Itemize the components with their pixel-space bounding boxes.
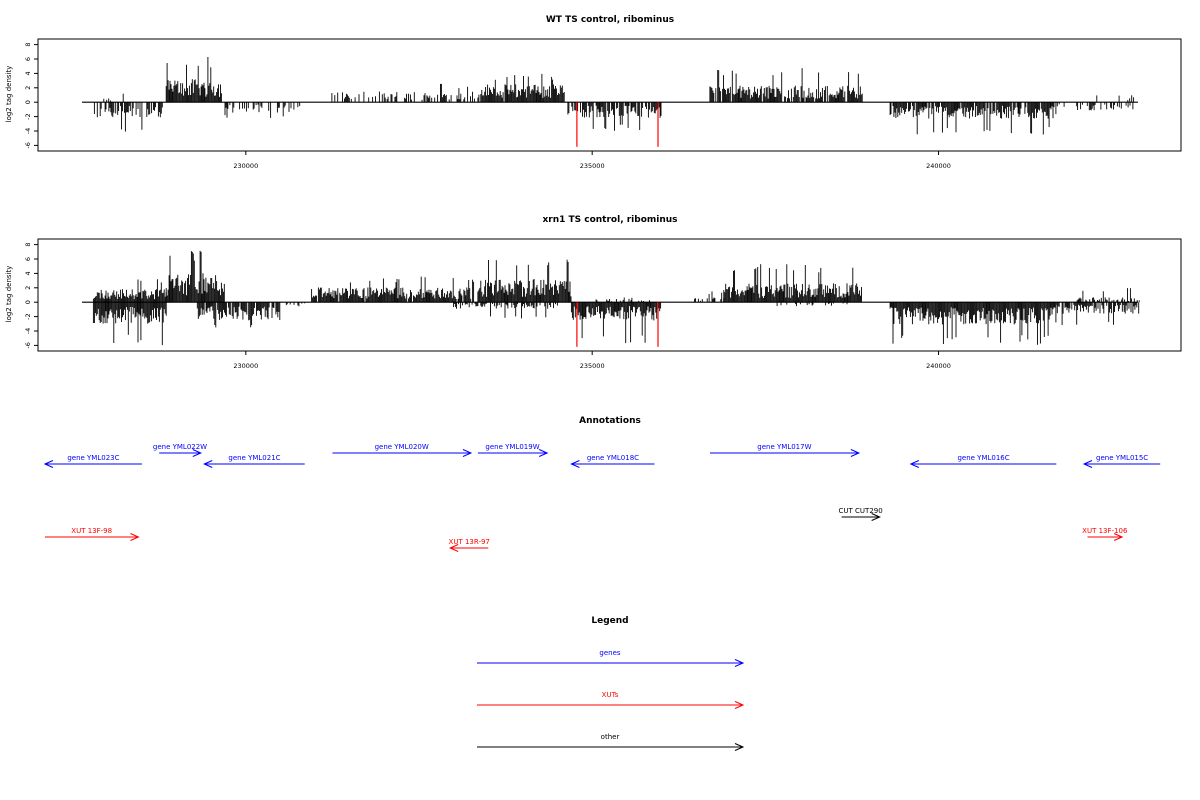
legend-entry: genes bbox=[477, 649, 745, 667]
annotation-feature: gene YML023C bbox=[43, 454, 142, 468]
xrn1-track-y-tick-label: 8 bbox=[24, 243, 32, 247]
legend-label: genes bbox=[599, 649, 620, 657]
xrn1-track-panel: xrn1 TS control, ribominus log2 tag dens… bbox=[5, 215, 1182, 370]
xrn1-track-x-axis: 230000 235000 240000 bbox=[233, 351, 951, 370]
annotation-feature: XUT 13F-98 bbox=[44, 527, 140, 541]
wt-track-y-tick-label: -6 bbox=[24, 142, 32, 148]
wt-track-x-tick-label: 240000 bbox=[926, 162, 951, 170]
annotation-feature: gene YML018C bbox=[570, 454, 655, 468]
feature-label: gene YML021C bbox=[228, 454, 280, 462]
feature-arrowhead bbox=[203, 460, 213, 468]
wt-track-ylabel: log2 tag density bbox=[5, 66, 13, 123]
wt-track-x-tick-label: 230000 bbox=[233, 162, 258, 170]
wt-track-y-tick-label: 4 bbox=[24, 71, 32, 75]
legend-entry: other bbox=[477, 733, 745, 751]
feature-arrowhead bbox=[448, 544, 459, 552]
legend-title: Legend bbox=[591, 616, 628, 626]
feature-arrowhead bbox=[192, 449, 203, 457]
wt-track-x-tick-label: 235000 bbox=[580, 162, 605, 170]
annotation-feature: gene YML016C bbox=[909, 454, 1057, 468]
xrn1-track-y-axis: 8 6 4 2 0 -2 -4 -6 bbox=[24, 243, 38, 349]
feature-label: gene YML017W bbox=[757, 443, 811, 451]
xrn1-track-y-tick-label: 0 bbox=[24, 300, 32, 304]
feature-arrowhead bbox=[570, 460, 580, 468]
wt-track-panel: WT TS control, ribominus log2 tag densit… bbox=[5, 15, 1182, 170]
annotation-feature: gene YML020W bbox=[332, 443, 473, 457]
xrn1-track-plot-frame bbox=[37, 238, 1182, 352]
feature-label: gene YML016C bbox=[957, 454, 1009, 462]
feature-label: gene YML020W bbox=[375, 443, 429, 451]
xrn1-track-y-tick-label: -4 bbox=[24, 328, 32, 334]
annotation-feature: gene YML022W bbox=[153, 443, 207, 457]
xrn1-track-y-tick-label: 2 bbox=[24, 286, 32, 290]
xrn1-track-y-tick-label: 6 bbox=[24, 257, 32, 261]
annotation-feature: gene YML019W bbox=[477, 443, 549, 457]
legend-arrowhead bbox=[734, 659, 745, 667]
legend-panel: Legend genes XUTs other bbox=[477, 616, 745, 751]
wt-track-x-axis: 230000 235000 240000 bbox=[233, 151, 951, 170]
feature-arrowhead bbox=[909, 460, 920, 468]
wt-track-y-tick-label: -2 bbox=[24, 113, 32, 119]
feature-label: gene YML018C bbox=[587, 454, 639, 462]
xrn1-track-y-tick-label: -6 bbox=[24, 342, 32, 348]
feature-arrowhead bbox=[462, 449, 473, 457]
feature-label: gene YML015C bbox=[1096, 454, 1148, 462]
wt-track-y-tick-label: 6 bbox=[24, 57, 32, 61]
annotation-feature: XUT 13R-97 bbox=[449, 538, 490, 552]
legend-arrowhead bbox=[734, 743, 745, 751]
wt-track-y-tick-label: -4 bbox=[24, 128, 32, 134]
feature-label: XUT 13R-97 bbox=[449, 538, 490, 546]
wt-track-y-tick-label: 0 bbox=[24, 100, 32, 104]
annotation-feature: XUT 13F-106 bbox=[1082, 527, 1128, 541]
annotations-title: Annotations bbox=[579, 416, 641, 426]
feature-label: gene YML023C bbox=[67, 454, 119, 462]
wt-track-y-axis: 8 6 4 2 0 -2 -4 -6 bbox=[24, 43, 38, 149]
legend-arrowhead bbox=[734, 701, 745, 709]
feature-arrowhead bbox=[850, 449, 861, 457]
xrn1-track-x-tick-label: 235000 bbox=[580, 362, 605, 370]
legend-entry: XUTs bbox=[477, 691, 745, 709]
xrn1-track-title: xrn1 TS control, ribominus bbox=[542, 215, 677, 225]
annotation-feature: CUT CUT290 bbox=[839, 507, 883, 521]
feature-arrowhead bbox=[43, 460, 54, 468]
feature-label: gene YML019W bbox=[485, 443, 539, 451]
feature-label: CUT CUT290 bbox=[839, 507, 883, 515]
wt-track-y-tick-label: 2 bbox=[24, 86, 32, 90]
feature-label: XUT 13F-106 bbox=[1082, 527, 1128, 535]
xrn1-track-bars bbox=[82, 250, 1140, 347]
xrn1-track-y-tick-label: 4 bbox=[24, 271, 32, 275]
xrn1-track-ylabel: log2 tag density bbox=[5, 266, 13, 323]
xrn1-track-x-tick-label: 230000 bbox=[233, 362, 258, 370]
annotation-features: gene YML023C gene YML022W gene YML021C gene… bbox=[43, 443, 1161, 552]
legend-label: XUTs bbox=[602, 691, 619, 699]
xrn1-track-y-tick-label: -2 bbox=[24, 313, 32, 319]
annotation-feature: gene YML021C bbox=[203, 454, 305, 468]
wt-track-bars bbox=[82, 57, 1138, 147]
legend-entries: genes XUTs other bbox=[477, 649, 745, 751]
xrn1-track-x-tick-label: 240000 bbox=[926, 362, 951, 370]
feature-label: gene YML022W bbox=[153, 443, 207, 451]
wt-track-y-tick-label: 8 bbox=[24, 43, 32, 47]
legend-label: other bbox=[601, 733, 620, 741]
feature-arrowhead bbox=[538, 449, 549, 457]
feature-arrowhead bbox=[1082, 460, 1093, 468]
wt-track-title: WT TS control, ribominus bbox=[546, 15, 674, 25]
annotation-feature: gene YML015C bbox=[1082, 454, 1161, 468]
feature-arrowhead bbox=[871, 513, 881, 521]
feature-arrowhead bbox=[1113, 533, 1124, 541]
feature-arrowhead bbox=[130, 533, 140, 541]
annotation-feature: gene YML017W bbox=[709, 443, 861, 457]
wt-track-plot-frame bbox=[37, 38, 1182, 152]
feature-label: XUT 13F-98 bbox=[71, 527, 112, 535]
